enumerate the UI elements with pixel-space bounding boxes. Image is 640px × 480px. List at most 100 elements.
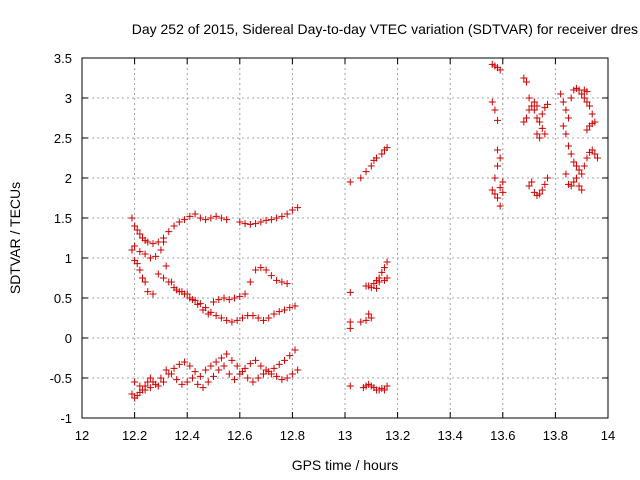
data-point [128, 246, 136, 254]
x-tick-label: 13.6 [490, 428, 515, 443]
data-point [291, 302, 299, 310]
data-point [346, 318, 354, 326]
series-track-c-loop [131, 238, 291, 318]
x-tick-label: 13 [338, 428, 352, 443]
data-point [491, 174, 499, 182]
x-tick-label: 13.4 [438, 428, 463, 443]
data-point [212, 358, 220, 366]
data-point [212, 312, 220, 320]
data-point [162, 366, 170, 374]
data-point [367, 314, 375, 322]
data-point [175, 360, 183, 368]
data-point [499, 178, 507, 186]
data-point [557, 90, 565, 98]
data-point [167, 278, 175, 286]
data-point [570, 158, 578, 166]
data-point [494, 146, 502, 154]
data-point [183, 290, 191, 298]
data-point [149, 290, 157, 298]
data-point [494, 162, 502, 170]
data-point [207, 362, 215, 370]
data-point [257, 264, 265, 272]
data-point [520, 118, 528, 126]
data-point [541, 130, 549, 138]
data-point [533, 192, 541, 200]
data-point [223, 316, 231, 324]
data-point [373, 154, 381, 162]
data-point [220, 294, 228, 302]
data-point [273, 372, 281, 380]
data-point [133, 226, 141, 234]
data-point [173, 286, 181, 294]
data-point [383, 144, 391, 152]
data-point [530, 106, 538, 114]
data-point [252, 266, 260, 274]
data-point [217, 314, 225, 322]
x-tick-label: 12.6 [227, 428, 252, 443]
data-point [254, 314, 262, 322]
data-point [236, 370, 244, 378]
data-point [357, 174, 365, 182]
data-point [494, 194, 502, 202]
data-point [141, 278, 149, 286]
data-point [262, 216, 270, 224]
data-point [586, 102, 594, 110]
data-point [133, 260, 141, 268]
data-point [275, 308, 283, 316]
data-point [580, 94, 588, 102]
y-tick-label: 2 [65, 171, 72, 186]
data-point [273, 214, 281, 222]
data-point [283, 280, 291, 288]
data-point [217, 214, 225, 222]
data-point [223, 350, 231, 358]
x-tick-label: 13.8 [543, 428, 568, 443]
data-point [380, 264, 388, 272]
data-point [199, 384, 207, 392]
data-point [194, 380, 202, 388]
data-point [286, 352, 294, 360]
chart-title: Day 252 of 2015, Sidereal Day-to-day VTE… [132, 21, 638, 37]
data-point [593, 154, 601, 162]
y-tick-label: -1 [60, 411, 72, 426]
data-point [215, 296, 223, 304]
data-point [378, 268, 386, 276]
series-track-e-neg [131, 356, 302, 394]
data-point [491, 190, 499, 198]
data-point [496, 154, 504, 162]
data-point [225, 370, 233, 378]
data-point [265, 314, 273, 322]
data-point [194, 300, 202, 308]
data-point [496, 66, 504, 74]
data-point [154, 270, 162, 278]
data-point [215, 366, 223, 374]
data-point [246, 278, 254, 286]
data-point [267, 216, 275, 224]
data-point [525, 94, 533, 102]
data-point [128, 214, 136, 222]
data-point [572, 174, 580, 182]
data-point [199, 306, 207, 314]
data-point [183, 378, 191, 386]
data-point [246, 220, 254, 228]
data-point [559, 98, 567, 106]
data-point [278, 212, 286, 220]
data-point [202, 216, 210, 224]
data-point [378, 150, 386, 158]
data-point [588, 120, 596, 128]
data-point [383, 274, 391, 282]
data-point [160, 378, 168, 386]
data-point [499, 188, 507, 196]
y-tick-label: 3 [65, 91, 72, 106]
data-point [357, 318, 365, 326]
data-point [567, 94, 575, 102]
data-point [220, 362, 228, 370]
data-point [544, 100, 552, 108]
y-tick-label: 3.5 [54, 51, 72, 66]
axis-ticks: 12 12.2 12.4 12.6 12.8 13 13.2 13.4 13.6 13.8 14-1… [50, 51, 616, 443]
data-point [275, 360, 283, 368]
data-point [186, 362, 194, 370]
data-point [578, 170, 586, 178]
data-point [186, 212, 194, 220]
y-tick-label: 2.5 [54, 131, 72, 146]
data-point [144, 238, 152, 246]
